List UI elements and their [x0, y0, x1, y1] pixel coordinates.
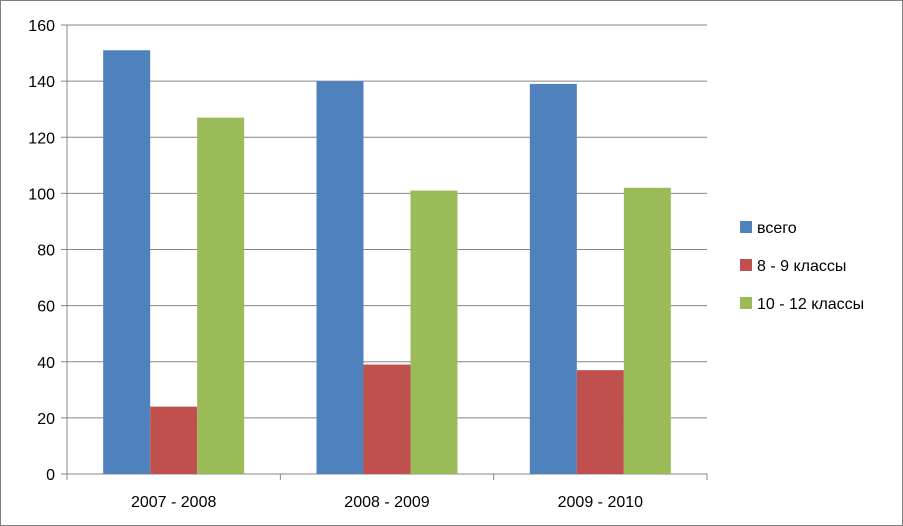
bar	[529, 83, 577, 475]
x-tick-label: 2009 - 2010	[558, 494, 644, 511]
bar	[316, 81, 364, 474]
y-tick-label: 40	[37, 355, 55, 372]
y-tick-label: 100	[28, 186, 55, 203]
legend-label: всего	[757, 220, 797, 237]
legend-label: 10 - 12 классы	[757, 296, 864, 313]
y-tick-label: 120	[28, 130, 55, 147]
y-tick-label: 80	[37, 243, 55, 260]
y-tick-labels: 0 20 40 60 80 100 120 140 160	[28, 18, 55, 484]
y-tick-label: 140	[28, 74, 55, 91]
x-tick-labels: 2007 - 2008 2008 - 2009 2009 - 2010	[131, 494, 643, 511]
bar	[623, 187, 671, 474]
y-tick-label: 20	[37, 411, 55, 428]
x-tick-label: 2007 - 2008	[131, 494, 217, 511]
bar	[197, 117, 245, 474]
bar	[363, 364, 411, 474]
legend-swatch	[740, 297, 752, 309]
bar	[410, 190, 458, 474]
bar	[576, 370, 624, 474]
x-tick-label: 2008 - 2009	[344, 494, 430, 511]
bar	[150, 406, 198, 474]
y-tick-label: 60	[37, 299, 55, 316]
gridlines	[67, 24, 707, 419]
legend-swatch	[740, 259, 752, 271]
bars	[103, 50, 671, 475]
bar	[103, 50, 151, 474]
legend-swatch	[740, 221, 752, 233]
legend-label: 8 - 9 классы	[757, 258, 846, 275]
y-tick-label: 160	[28, 18, 55, 35]
legend: всего 8 - 9 классы 10 - 12 классы	[740, 220, 864, 313]
y-tick-label: 0	[46, 467, 55, 484]
